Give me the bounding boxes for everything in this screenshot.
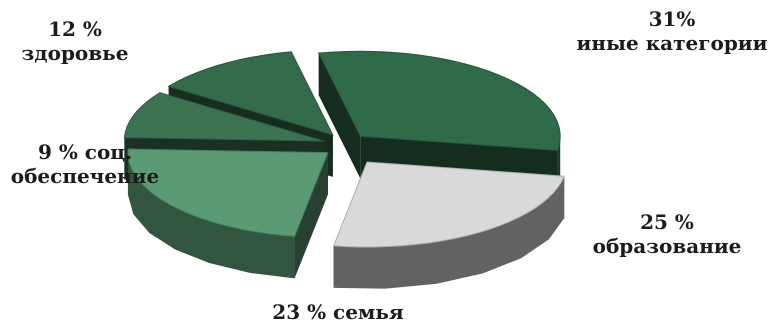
slice-label-social-security: 9 % соц. обеспечение xyxy=(0,140,170,188)
slice-label-health: 12 % здоровье xyxy=(0,17,150,65)
pie-slice xyxy=(167,51,334,136)
slice-label-other-categories: 31% иные категории xyxy=(572,7,772,55)
slice-label-percent: 12 % xyxy=(48,17,102,41)
slice-label-education: 25 % образование xyxy=(592,210,742,258)
slice-outer-wall xyxy=(333,176,565,289)
slice-label-family: 23 % семья xyxy=(258,300,418,324)
slice-label-percent: 9 % соц. xyxy=(37,140,133,164)
slice-label-category: образование xyxy=(592,234,742,258)
slice-label-percent: 23 % семья xyxy=(272,300,404,324)
slice-label-category: иные категории xyxy=(576,31,768,55)
slice-outer-wall xyxy=(127,152,295,279)
slice-tops xyxy=(123,50,565,248)
slice-label-category: обеспечение xyxy=(10,164,160,188)
pie-slice xyxy=(317,50,561,151)
slice-label-category: здоровье xyxy=(21,41,129,65)
pie-slice xyxy=(332,161,565,248)
slice-side-face xyxy=(318,53,361,179)
slice-label-percent: 31% xyxy=(648,7,696,31)
pie-slice xyxy=(127,148,329,237)
slice-label-percent: 25 % xyxy=(640,210,694,234)
pie-slice xyxy=(123,92,325,142)
